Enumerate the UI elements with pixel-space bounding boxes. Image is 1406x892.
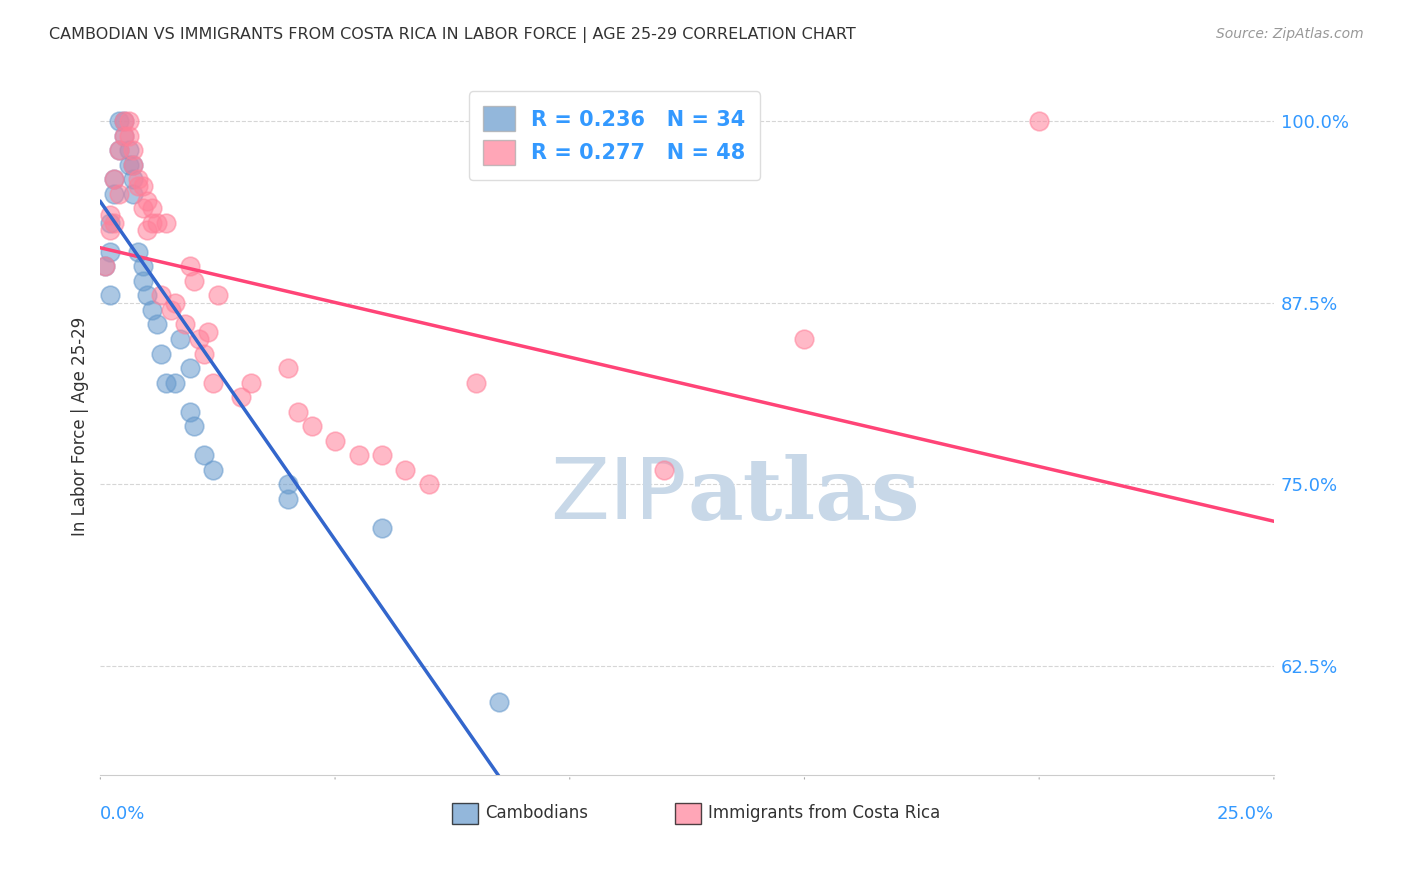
- Point: [131, 260, 153, 274]
- FancyBboxPatch shape: [453, 803, 478, 823]
- Point: [179, 361, 201, 376]
- Point: [141, 302, 163, 317]
- Point: [112, 128, 135, 143]
- Point: [159, 302, 181, 317]
- Point: [145, 318, 167, 332]
- Text: ZIP: ZIP: [551, 454, 688, 538]
- Text: atlas: atlas: [688, 454, 920, 538]
- Point: [793, 332, 815, 346]
- Point: [488, 695, 510, 709]
- Point: [141, 216, 163, 230]
- Point: [98, 244, 121, 259]
- Point: [112, 114, 135, 128]
- Point: [141, 201, 163, 215]
- Point: [103, 216, 125, 230]
- Point: [98, 209, 121, 223]
- Point: [136, 194, 159, 208]
- Point: [371, 448, 394, 462]
- Point: [117, 114, 139, 128]
- Point: [179, 260, 201, 274]
- Point: [155, 376, 177, 390]
- Point: [193, 448, 215, 462]
- Point: [183, 419, 205, 434]
- Point: [277, 491, 299, 506]
- Text: Immigrants from Costa Rica: Immigrants from Costa Rica: [709, 805, 941, 822]
- Point: [277, 361, 299, 376]
- Point: [103, 186, 125, 201]
- Point: [131, 201, 153, 215]
- Point: [418, 477, 440, 491]
- Point: [127, 179, 149, 194]
- Point: [145, 216, 167, 230]
- Point: [122, 158, 145, 172]
- Point: [122, 158, 145, 172]
- Point: [131, 179, 153, 194]
- Point: [347, 448, 370, 462]
- Point: [136, 223, 159, 237]
- Point: [112, 114, 135, 128]
- Text: Cambodians: Cambodians: [485, 805, 588, 822]
- Point: [301, 419, 323, 434]
- Point: [98, 288, 121, 302]
- Point: [117, 158, 139, 172]
- Point: [287, 404, 309, 418]
- Point: [173, 318, 195, 332]
- Point: [202, 463, 225, 477]
- Point: [103, 172, 125, 186]
- Point: [155, 216, 177, 230]
- Point: [122, 186, 145, 201]
- Point: [103, 172, 125, 186]
- Point: [464, 376, 486, 390]
- Point: [108, 143, 131, 157]
- Point: [277, 477, 299, 491]
- Point: [165, 376, 187, 390]
- Point: [187, 332, 209, 346]
- Point: [652, 463, 675, 477]
- Text: CAMBODIAN VS IMMIGRANTS FROM COSTA RICA IN LABOR FORCE | AGE 25-29 CORRELATION C: CAMBODIAN VS IMMIGRANTS FROM COSTA RICA …: [49, 27, 856, 43]
- Point: [122, 143, 145, 157]
- Point: [193, 346, 215, 360]
- Point: [127, 172, 149, 186]
- Point: [117, 143, 139, 157]
- FancyBboxPatch shape: [675, 803, 702, 823]
- Text: 25.0%: 25.0%: [1216, 805, 1274, 823]
- Point: [98, 216, 121, 230]
- Point: [127, 244, 149, 259]
- Text: Source: ZipAtlas.com: Source: ZipAtlas.com: [1216, 27, 1364, 41]
- Point: [1028, 114, 1050, 128]
- Legend: R = 0.236   N = 34, R = 0.277   N = 48: R = 0.236 N = 34, R = 0.277 N = 48: [468, 91, 761, 179]
- Point: [112, 128, 135, 143]
- Point: [131, 274, 153, 288]
- Point: [197, 325, 219, 339]
- Point: [231, 390, 253, 404]
- Point: [94, 260, 117, 274]
- Point: [207, 288, 229, 302]
- Point: [323, 434, 346, 448]
- Point: [108, 114, 131, 128]
- Point: [239, 376, 262, 390]
- Point: [202, 376, 225, 390]
- Point: [136, 288, 159, 302]
- Point: [183, 274, 205, 288]
- Point: [98, 223, 121, 237]
- Point: [165, 295, 187, 310]
- Point: [150, 288, 173, 302]
- Point: [108, 143, 131, 157]
- Point: [150, 346, 173, 360]
- Point: [108, 186, 131, 201]
- Point: [94, 260, 117, 274]
- Point: [169, 332, 191, 346]
- Point: [179, 404, 201, 418]
- Point: [371, 521, 394, 535]
- Point: [117, 128, 139, 143]
- Point: [394, 463, 416, 477]
- Text: 0.0%: 0.0%: [100, 805, 146, 823]
- Y-axis label: In Labor Force | Age 25-29: In Labor Force | Age 25-29: [72, 317, 89, 536]
- Point: [122, 172, 145, 186]
